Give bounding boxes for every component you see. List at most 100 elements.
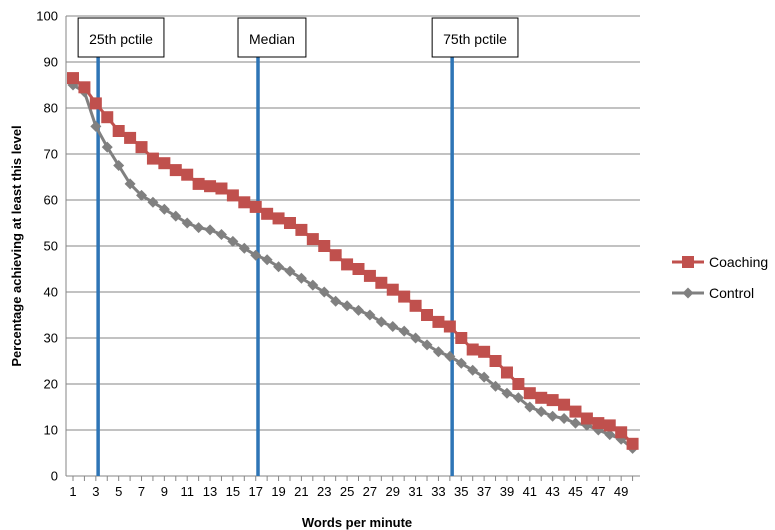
data-point-coaching — [443, 320, 456, 333]
data-point-control — [421, 339, 433, 351]
x-tick-label: 11 — [180, 484, 194, 499]
data-point-control — [341, 300, 353, 312]
data-point-coaching — [500, 366, 513, 379]
x-tick-label: 41 — [523, 484, 537, 499]
data-point-coaching — [124, 131, 137, 144]
y-tick-label: 80 — [44, 101, 58, 116]
data-point-control — [318, 286, 330, 298]
legend-label-coaching: Coaching — [709, 254, 768, 270]
data-point-coaching — [112, 125, 125, 137]
data-point-control — [124, 178, 136, 190]
data-point-coaching — [569, 405, 582, 418]
y-tick-label: 20 — [44, 377, 58, 392]
data-point-coaching — [135, 141, 148, 154]
data-point-control — [604, 429, 616, 441]
y-tick-label: 70 — [44, 147, 58, 162]
data-point-coaching — [466, 343, 479, 356]
data-point-control — [432, 346, 444, 358]
data-point-control — [170, 210, 182, 222]
data-point-coaching — [615, 426, 628, 439]
data-point-coaching — [329, 249, 342, 262]
x-tick-label: 33 — [431, 484, 445, 499]
y-tick-label: 30 — [44, 331, 58, 346]
x-tick-label: 17 — [248, 484, 262, 499]
data-point-control — [181, 217, 193, 229]
data-point-coaching — [158, 157, 171, 170]
data-point-control — [410, 332, 422, 344]
data-point-coaching — [421, 309, 434, 321]
data-point-control — [467, 364, 479, 376]
percentile-label-2: 75th pctile — [443, 31, 507, 47]
data-point-coaching — [238, 196, 251, 209]
data-point-coaching — [78, 81, 91, 94]
data-point-control — [250, 249, 262, 261]
data-point-coaching — [375, 276, 388, 289]
data-point-control — [364, 309, 376, 321]
x-tick-label: 47 — [591, 484, 605, 499]
x-tick-label: 13 — [203, 484, 217, 499]
data-point-control — [490, 380, 502, 392]
x-tick-label: 27 — [363, 484, 377, 499]
data-point-coaching — [580, 412, 593, 425]
data-point-coaching — [535, 391, 548, 404]
data-point-coaching — [432, 315, 445, 328]
x-tick-label: 37 — [477, 484, 491, 499]
data-point-control — [204, 224, 216, 236]
data-point-coaching — [523, 387, 536, 400]
data-point-control — [524, 401, 536, 413]
data-point-control — [101, 141, 113, 153]
y-axis-label: Percentage achieving at least this level — [9, 125, 24, 366]
data-point-coaching — [626, 437, 639, 450]
data-point-coaching — [341, 258, 354, 271]
legend-marker-coaching — [682, 256, 694, 268]
data-point-coaching — [352, 263, 365, 275]
data-series — [67, 72, 639, 454]
data-point-coaching — [181, 168, 194, 181]
data-point-control — [284, 265, 296, 277]
data-point-coaching — [478, 345, 491, 358]
data-point-coaching — [192, 177, 205, 190]
percentile-label-1: Median — [249, 31, 295, 47]
data-point-control — [547, 410, 559, 422]
data-point-coaching — [283, 217, 296, 229]
data-point-control — [113, 160, 125, 171]
data-point-control — [227, 235, 239, 247]
y-tick-label: 100 — [36, 9, 58, 24]
x-tick-label: 19 — [271, 484, 285, 499]
x-tick-label: 31 — [408, 484, 422, 499]
data-point-coaching — [101, 111, 114, 124]
x-tick-label: 25 — [340, 484, 354, 499]
percentile-annotations: 25th pctile Median 75th pctile — [77, 17, 519, 58]
data-point-control — [238, 242, 250, 254]
data-point-coaching — [146, 152, 159, 165]
y-tick-label: 40 — [44, 285, 58, 300]
data-point-coaching — [215, 182, 228, 195]
x-axis-label: Words per minute — [302, 515, 412, 530]
percentile-box-0 — [77, 17, 165, 58]
data-point-control — [158, 203, 170, 215]
data-point-coaching — [306, 233, 319, 246]
y-tick-label: 0 — [51, 469, 58, 484]
x-tick-label: 35 — [454, 484, 468, 499]
data-point-control — [387, 321, 399, 332]
x-tick-label: 49 — [614, 484, 628, 499]
data-point-coaching — [592, 417, 605, 430]
data-point-coaching — [226, 189, 239, 202]
data-point-control — [444, 350, 456, 362]
data-point-control — [512, 392, 524, 404]
x-tick-labels: 1 3 5 7 9 11 13 15 17 19 21 23 25 27 29 31 33 35 37 39 41 43 4… — [69, 484, 628, 499]
data-point-coaching — [89, 97, 102, 110]
legend-marker-control — [682, 287, 694, 299]
y-tick-label: 50 — [44, 239, 58, 254]
y-tick-label: 90 — [44, 55, 58, 70]
x-tick-label: 1 — [69, 484, 76, 499]
data-point-coaching — [272, 212, 285, 225]
data-point-control — [273, 261, 285, 273]
data-point-control — [330, 295, 342, 307]
data-point-coaching — [455, 332, 468, 344]
data-point-control — [295, 272, 307, 284]
x-tick-label: 43 — [545, 484, 559, 499]
y-tick-label: 10 — [44, 423, 58, 438]
x-tick-label: 5 — [115, 484, 122, 499]
